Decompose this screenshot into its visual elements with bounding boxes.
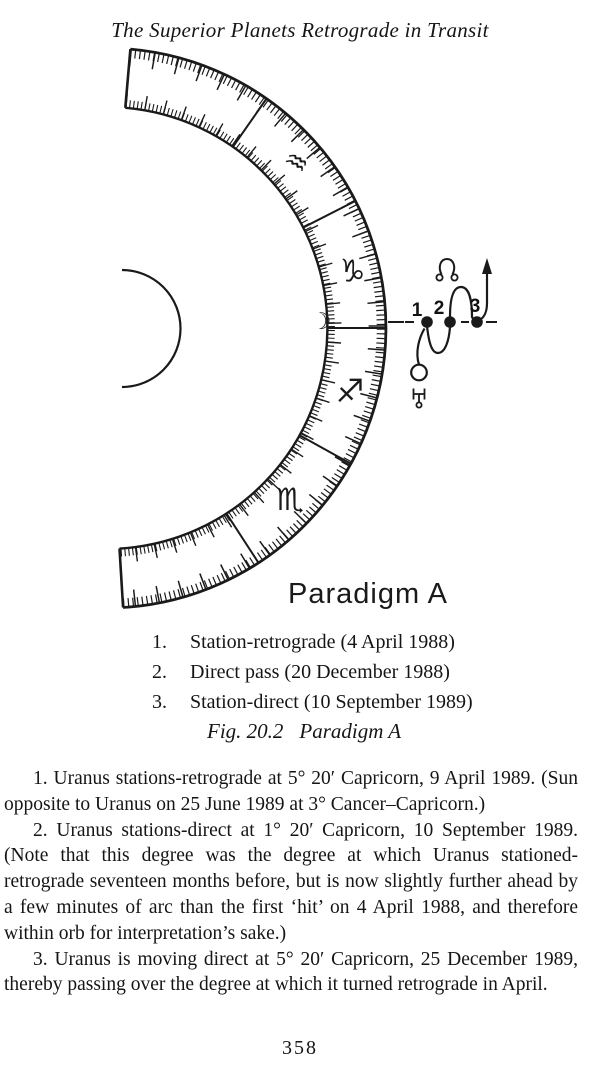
figure-caption-number: Fig. 20.2 [207, 719, 284, 743]
body-paragraph-3: 3. Uranus is moving direct at 5° 20′ Cap… [4, 948, 578, 996]
uranus-icon: ♅ [412, 388, 426, 409]
zodiac-wheel: ♒ ♑ ♐ ♏ ☽ [118, 47, 404, 609]
figure-legend: 1. Station-retrograde (4 April 1988) 2. … [152, 631, 473, 721]
retrograde-loop [448, 285, 475, 321]
body-paragraph-2: 2. Uranus stations-direct at 1° 20′ Capr… [4, 819, 578, 944]
approach-stem [416, 327, 426, 366]
outer-rim [123, 47, 388, 609]
point-1-label: 1 [412, 300, 423, 321]
scorpio-icon: ♏ [276, 482, 304, 518]
moon-icon: ☽ [311, 309, 332, 335]
sagittarius-icon: ♐ [336, 372, 365, 410]
sign-cusp-lines [225, 98, 386, 564]
legend-label: Station-direct (10 September 1989) [190, 691, 473, 713]
contact-point-3 [471, 316, 483, 328]
point-3-label: 3 [470, 296, 481, 317]
inner-rim-ticks [119, 99, 335, 557]
transit-path: 1 2 3 ☊ ♅ [405, 257, 497, 409]
legend-item: 3. Station-direct (10 September 1989) [152, 691, 473, 721]
contact-point-2 [444, 316, 456, 328]
page-number: 358 [282, 1037, 318, 1059]
contact-point-1 [421, 316, 433, 328]
figure-caption: Fig. 20.2 Paradigm A [207, 719, 401, 744]
start-position-circle [410, 363, 428, 382]
legend-label: Station-retrograde (4 April 1988) [190, 631, 455, 653]
figure-caption-title: Paradigm A [299, 719, 402, 743]
legend-item: 1. Station-retrograde (4 April 1988) [152, 631, 473, 661]
legend-number: 1. [152, 631, 167, 653]
north-node-icon: ☊ [435, 257, 459, 282]
retrograde-dip [425, 325, 452, 355]
running-head: The Superior Planets Retrograde in Trans… [111, 18, 489, 42]
figure-20-2-diagram: ♒ ♑ ♐ ♏ ☽ 1 2 3 [118, 47, 497, 609]
legend-number: 3. [152, 691, 167, 713]
body-text: 1. Uranus stations-retrograde at 5° 20′ … [4, 766, 578, 998]
point-2-label: 2 [434, 298, 445, 319]
legend-label: Direct pass (20 December 1988) [190, 661, 450, 683]
capricorn-icon: ♑ [336, 252, 369, 292]
wheel-end-caps [118, 48, 132, 608]
legend-item: 2. Direct pass (20 December 1988) [152, 661, 473, 691]
exit-arrow-head [482, 258, 492, 274]
legend-number: 2. [152, 661, 167, 683]
paradigm-label: Paradigm A [288, 578, 448, 610]
center-circle-arc [121, 268, 182, 389]
inner-rim [119, 106, 329, 550]
outer-rim-ticks [122, 49, 386, 608]
body-paragraph-1: 1. Uranus stations-retrograde at 5° 20′ … [4, 768, 578, 815]
